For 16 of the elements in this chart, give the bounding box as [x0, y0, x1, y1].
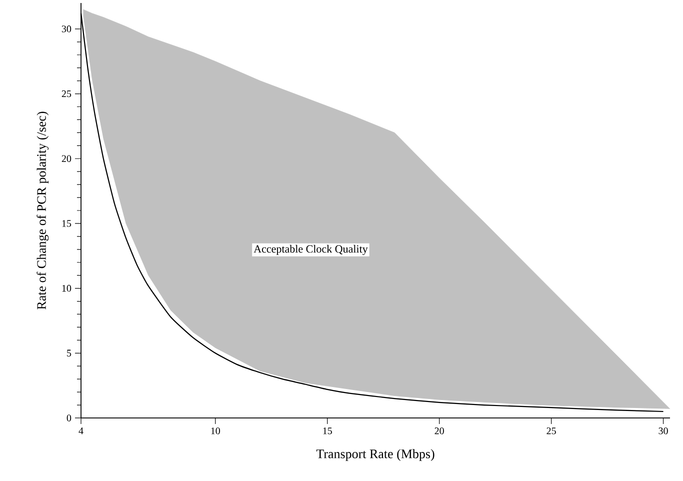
x-tick-label: 4: [78, 428, 84, 434]
y-tick-label: 0: [66, 414, 72, 422]
y-tick-label: 15: [62, 220, 72, 227]
annotation: Acceptable Clock Quality: [254, 244, 368, 255]
y-tick-label: 25: [62, 90, 72, 98]
y-tick-label: 5: [67, 350, 72, 356]
y-tick-label: 20: [62, 155, 72, 162]
y-axis-title: Rate of Change of PCR polarity (/sec): [36, 112, 49, 310]
x-tick-label: 30: [658, 428, 668, 434]
y-tick-label: 30: [62, 26, 72, 32]
x-tick-label: 10: [211, 428, 220, 434]
y-tick-label: 10: [62, 284, 72, 292]
x-axis-title: Transport Rate (Mbps): [316, 449, 434, 461]
x-tick-label: 15: [323, 428, 332, 434]
x-tick-label: 20: [434, 428, 444, 434]
x-tick-label: 25: [546, 428, 556, 434]
